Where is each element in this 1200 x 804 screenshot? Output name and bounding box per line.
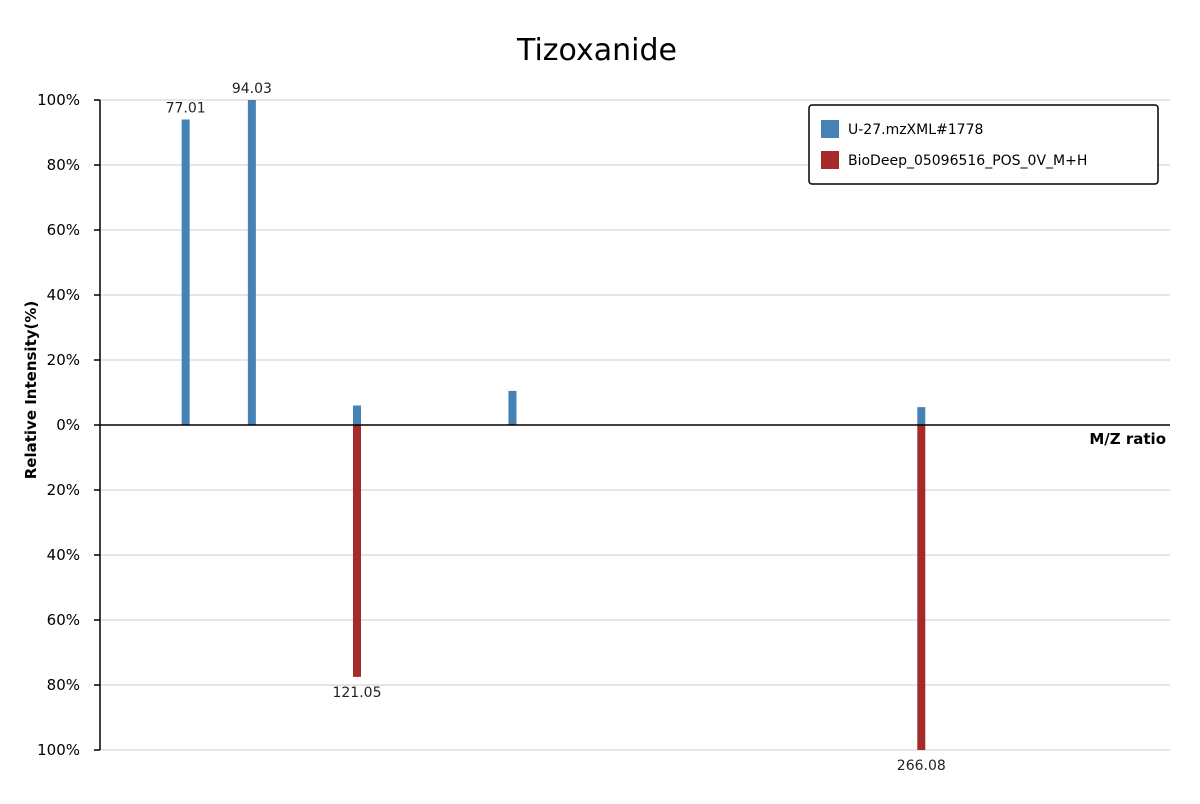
peak-label: 77.01 [166, 101, 206, 117]
y-tick-label: 60% [47, 611, 80, 629]
legend-label: BioDeep_05096516_POS_0V_M+H [848, 153, 1087, 169]
ticks-layer: 100% 80% 60% 40% 20% 0% 20% 40% 60% 80% 100% [37, 91, 100, 759]
legend-label: U-27.mzXML#1778 [848, 122, 983, 138]
y-tick-label: 80% [47, 156, 80, 174]
peak-bar-up [352, 405, 361, 425]
x-axis-title: M/Z ratio [1089, 430, 1166, 448]
y-tick-label: 0% [56, 416, 80, 434]
peak-label: 121.05 [332, 685, 381, 701]
y-tick-label: 100% [37, 741, 80, 759]
peak-label: 266.08 [897, 758, 946, 774]
legend-swatch [821, 151, 839, 169]
peak-label: 94.03 [232, 81, 272, 97]
peak-bar-up [181, 119, 190, 425]
axes-layer [99, 100, 1170, 750]
y-tick-label: 80% [47, 676, 80, 694]
peak-bar-down [917, 425, 926, 750]
legend-items: U-27.mzXML#1778 BioDeep_05096516_POS_0V_M… [821, 120, 1087, 169]
y-tick-label: 60% [47, 221, 80, 239]
peak-bar-up [247, 100, 256, 425]
y-axis-title: Relative Intensity(%) [22, 301, 40, 480]
chart-title: Tizoxanide [516, 33, 677, 68]
grid-layer [100, 99, 1170, 751]
peak-bar-up [917, 407, 926, 425]
peak-bar-down [352, 425, 361, 677]
y-tick-label: 40% [47, 546, 80, 564]
y-tick-label: 20% [47, 481, 80, 499]
peak-bar-up [508, 390, 517, 425]
legend-box [808, 104, 1159, 185]
y-tick-label: 100% [37, 91, 80, 109]
legend: U-27.mzXML#1778 BioDeep_05096516_POS_0V_M… [808, 104, 1159, 185]
bars-layer [181, 100, 926, 750]
labels-layer: 77.01 94.03 121.05 266.08 [166, 81, 946, 774]
y-tick-label: 40% [47, 286, 80, 304]
y-tick-label: 20% [47, 351, 80, 369]
legend-swatch [821, 120, 839, 138]
